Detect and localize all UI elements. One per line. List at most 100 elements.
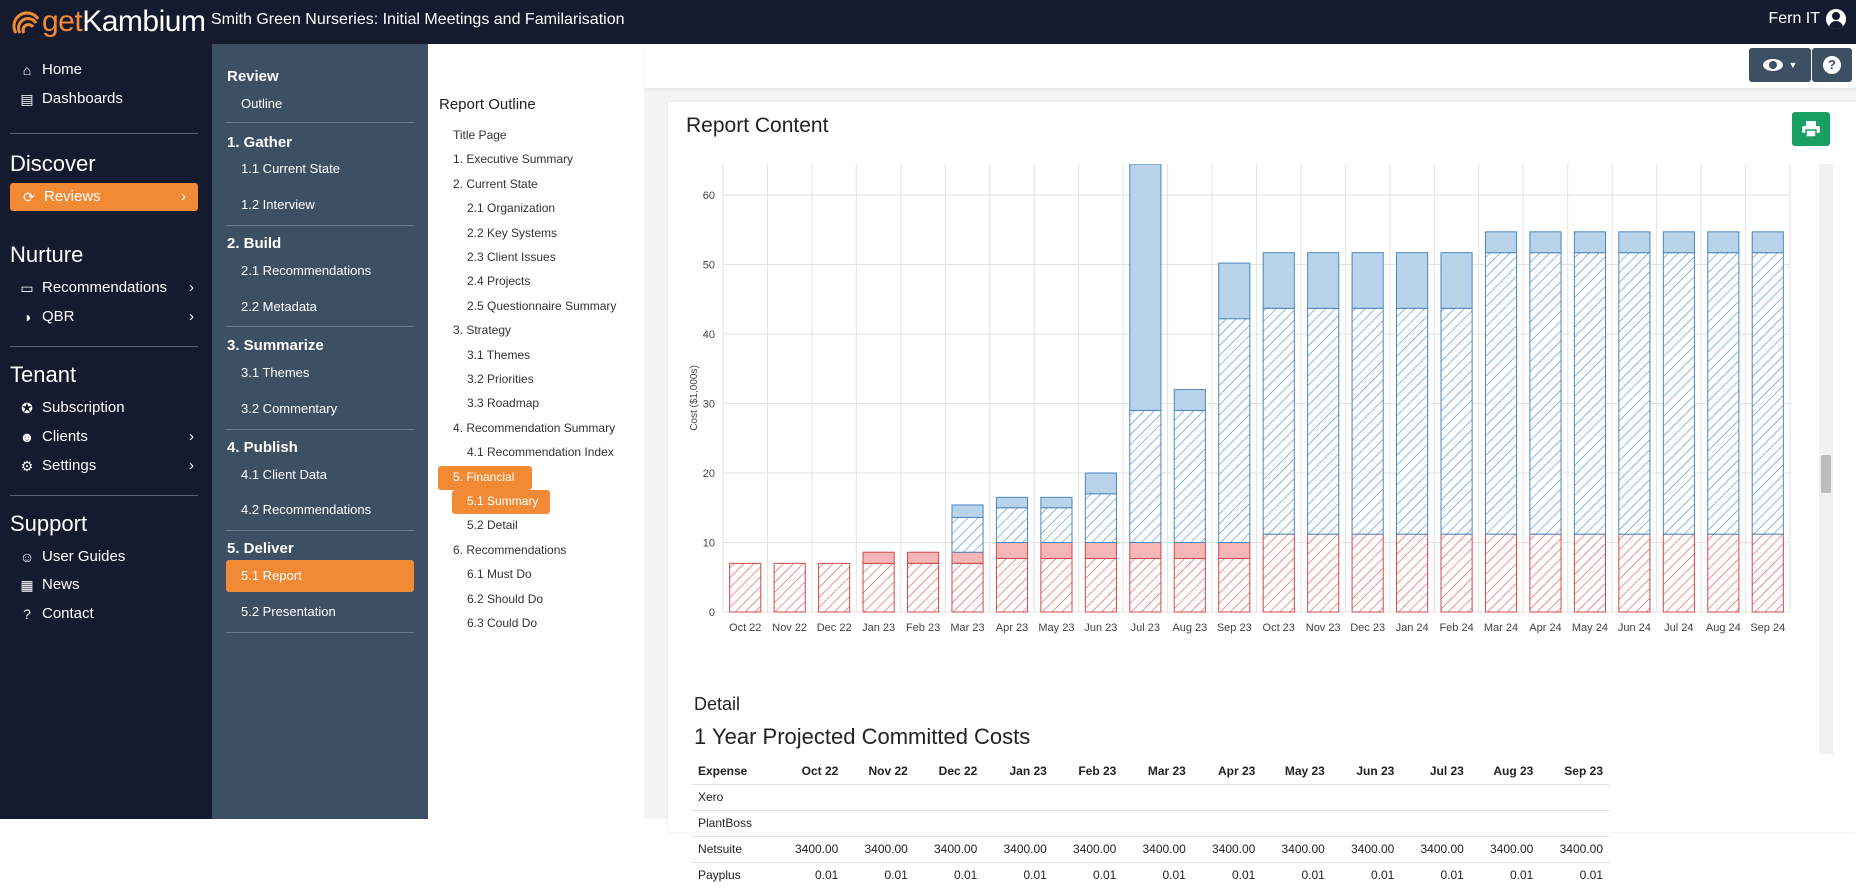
bar-segment	[1129, 164, 1162, 411]
outline-item[interactable]: 6.1 Must Do	[467, 567, 532, 582]
table-cell	[774, 809, 845, 836]
sidebar-item-dashboards[interactable]: ▤ Dashboards	[18, 90, 123, 107]
outline-item[interactable]: 5. Financial	[453, 469, 515, 484]
sidebar-active-highlight	[10, 183, 198, 211]
chart-scrollbar[interactable]	[1819, 164, 1833, 754]
outline-item[interactable]: 2.1 Organization	[467, 201, 556, 216]
bar-segment	[995, 557, 1029, 613]
outline-item[interactable]: 6. Recommendations	[453, 542, 567, 557]
sidebar-item-user-guides[interactable]: ☺ User Guides	[19, 548, 126, 565]
step-item-commentary[interactable]: 3.2 Commentary	[241, 401, 338, 416]
bar-segment	[1218, 318, 1251, 543]
step-item-recommendations[interactable]: 2.1 Recommendations	[241, 263, 372, 278]
section-heading-discover: Discover	[10, 151, 96, 176]
table-cell: 3400.00	[913, 835, 984, 862]
step-heading-deliver: 5. Deliver	[227, 540, 294, 557]
sidebar-divider	[10, 133, 198, 134]
bar-segment	[1484, 533, 1518, 613]
step-item-outline[interactable]: Outline	[241, 96, 283, 111]
chevron-right-icon: ›	[189, 308, 194, 325]
outline-item[interactable]: 2.3 Client Issues	[467, 250, 556, 264]
sidebar-item-qbr[interactable]: ◑ QBR	[18, 308, 75, 325]
y-tick-label: 40	[703, 329, 715, 341]
table-cell: 3400.00	[1469, 835, 1540, 862]
table-body: Xero PlantBoss Netsuite 3400.00 3400.00 3400.…	[692, 783, 1609, 888]
bar-segment	[729, 562, 762, 613]
table-header-cell: Apr 23	[1218, 763, 1256, 778]
bar-segment	[1707, 533, 1740, 613]
outline-item[interactable]: 2.4 Projects	[467, 274, 531, 289]
table-header-cell: Dec 22	[938, 763, 978, 778]
sidebar-item-home[interactable]: ⌂ Home	[18, 61, 82, 78]
x-tick-label: Oct 23	[1263, 622, 1295, 634]
sidebar-item-news[interactable]: ▦ News	[18, 576, 79, 593]
chevron-right-icon: ›	[189, 428, 194, 445]
steps-divider	[226, 122, 414, 123]
report-outline: Report Outline Title Page 1. Executive Su…	[428, 44, 644, 819]
outline-item[interactable]: 4. Recommendation Summary	[453, 420, 616, 435]
bar-segment	[1040, 507, 1073, 543]
outline-item[interactable]: Title Page	[453, 128, 507, 142]
outline-item[interactable]: 5.2 Detail	[467, 518, 518, 533]
app-logo[interactable]: getKambium	[12, 3, 206, 41]
step-heading-review: Review	[227, 68, 279, 85]
y-tick-label: 50	[703, 260, 715, 272]
sidebar-item-settings[interactable]: ⚙ Settings	[18, 457, 96, 474]
outline-highlight-summary	[452, 490, 550, 514]
outline-item[interactable]: 5.1 Summary	[467, 494, 539, 508]
outline-item[interactable]: 4.1 Recommendation Index	[467, 445, 614, 460]
bar-segment	[1662, 252, 1695, 535]
sidebar-item-contact[interactable]: ? Contact	[18, 605, 94, 622]
print-button[interactable]	[1792, 112, 1830, 146]
sidebar-item-reviews[interactable]: ⟳ Reviews	[20, 188, 101, 205]
outline-item[interactable]: 2.2 Key Systems	[467, 225, 558, 240]
sidebar-item-clients[interactable]: ☻ Clients	[19, 428, 88, 445]
step-item-client-data[interactable]: 4.1 Client Data	[241, 467, 327, 482]
help-button[interactable]: ?	[1812, 48, 1852, 82]
x-tick-label: Nov 22	[772, 622, 807, 634]
scrollbar-thumb[interactable]	[1821, 455, 1831, 493]
bar-segment	[1173, 542, 1206, 559]
table-row: Netsuite 3400.00 3400.00 3400.00 3400.00 3400…	[692, 835, 1609, 862]
x-tick-label: Apr 23	[996, 622, 1028, 634]
step-item-presentation[interactable]: 5.2 Presentation	[241, 604, 336, 619]
view-options-button[interactable]: ▼	[1749, 48, 1811, 82]
step-item-interview[interactable]: 1.2 Interview	[241, 197, 315, 212]
outline-item[interactable]: 2. Current State	[453, 176, 538, 191]
step-item-publish-recommendations[interactable]: 4.2 Recommendations	[241, 502, 372, 517]
outline-item[interactable]: 6.2 Should Do	[467, 591, 544, 606]
step-item-current-state[interactable]: 1.1 Current State	[241, 161, 340, 176]
bar-segment	[1307, 307, 1340, 535]
bar-segment	[1751, 252, 1784, 535]
table-header-cell: Jul 23	[1429, 763, 1464, 778]
table-cell	[1261, 783, 1331, 810]
outline-item[interactable]: 6.3 Could Do	[467, 616, 538, 630]
outline-item[interactable]: 1. Executive Summary	[453, 152, 574, 167]
outline-item[interactable]: 3.2 Priorities	[467, 372, 534, 386]
user-menu[interactable]: Fern IT	[1768, 9, 1846, 29]
table-cell: 3400.00	[774, 835, 845, 862]
outline-item[interactable]: 2.5 Questionnaire Summary	[467, 298, 617, 313]
table-cell: 0.01	[1261, 861, 1331, 888]
outline-item[interactable]: 3.1 Themes	[467, 347, 531, 362]
bar-segment	[1396, 533, 1429, 613]
sidebar-item-subscription[interactable]: ✪ Subscription	[18, 399, 124, 416]
steps-divider	[226, 326, 414, 327]
table-cell	[983, 809, 1053, 836]
bar-segment	[1618, 533, 1651, 613]
step-item-report[interactable]: 5.1 Report	[241, 568, 302, 583]
x-tick-label: Jun 23	[1084, 622, 1117, 634]
step-item-metadata[interactable]: 2.2 Metadata	[241, 299, 317, 314]
outline-item[interactable]: 3.3 Roadmap	[467, 396, 540, 411]
steps-divider	[226, 632, 414, 633]
bar-segment	[1173, 409, 1206, 543]
financial-summary-chart: 0 10 20 30 40 50 60 Cost ($1,000s) Oct 22 Nov 22 D…	[689, 164, 1791, 634]
table-cell	[913, 809, 984, 836]
sidebar-item-recommendations[interactable]: ▭ Recommendations	[18, 279, 167, 296]
bar-segment	[1529, 231, 1562, 254]
step-item-themes[interactable]: 3.1 Themes	[241, 365, 310, 380]
top-bar: getKambium Smith Green Nurseries: Initia…	[0, 0, 1856, 44]
outline-item[interactable]: 3. Strategy	[453, 323, 512, 338]
chevron-right-icon: ›	[189, 457, 194, 474]
table-cell: 0.01	[1330, 861, 1401, 888]
